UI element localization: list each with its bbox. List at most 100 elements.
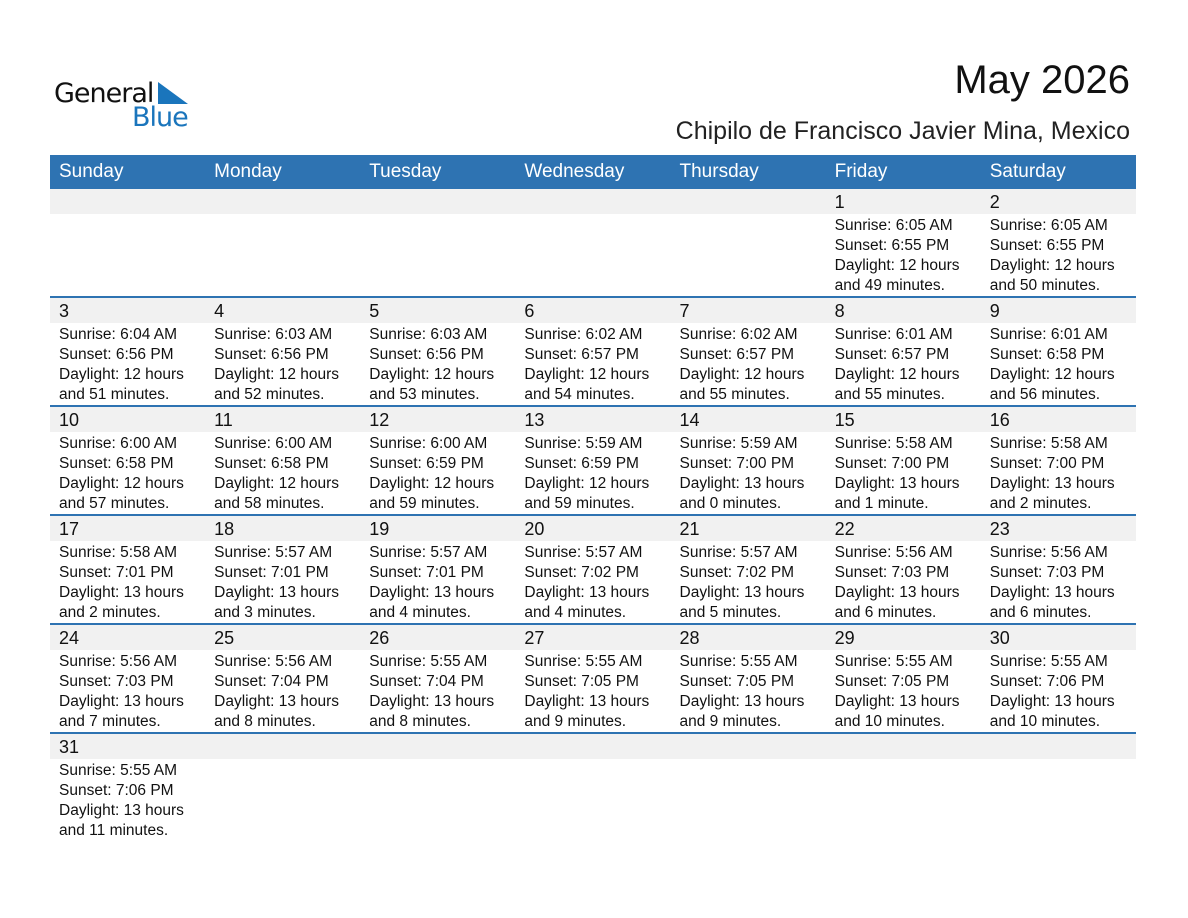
daylight-text: Daylight: 13 hours — [369, 693, 495, 710]
sunset-text: Sunset: 7:03 PM — [59, 673, 174, 690]
sunrise-text: Sunrise: 5:56 AM — [214, 653, 333, 670]
minutes-text: and 51 minutes. — [59, 386, 170, 403]
sunrise-text: Sunrise: 5:56 AM — [834, 544, 953, 561]
sunset-text: Sunset: 6:59 PM — [524, 455, 639, 472]
day-cell — [515, 759, 670, 841]
day-cell: Sunrise: 5:55 AM Sunset: 7:06 PM Daylight:… — [981, 650, 1136, 732]
minutes-text: and 3 minutes. — [214, 604, 316, 621]
day-number: 10 — [59, 410, 80, 430]
day-cell: Sunrise: 5:58 AM Sunset: 7:00 PM Daylight:… — [981, 432, 1136, 514]
day-cell: Sunrise: 6:00 AM Sunset: 6:59 PM Daylight:… — [360, 432, 515, 514]
details-row: Sunrise: 5:56 AM Sunset: 7:03 PM Daylight:… — [50, 650, 1136, 732]
day-number — [826, 734, 981, 759]
weekday-tuesday: Tuesday — [369, 161, 442, 182]
daylight-text: Daylight: 12 hours — [524, 475, 650, 492]
sunrise-text: Sunrise: 6:05 AM — [834, 217, 953, 234]
sunrise-text: Sunrise: 6:02 AM — [524, 326, 643, 343]
weekday-thursday: Thursday — [679, 161, 759, 182]
daylight-text: Daylight: 12 hours — [834, 257, 960, 274]
day-cell: Sunrise: 5:57 AM Sunset: 7:02 PM Daylight:… — [515, 541, 670, 623]
week-row: 31 Sunrise: 5:55 AM Sunset: 7:06 PM Dayligh… — [50, 734, 1136, 843]
sunrise-text: Sunrise: 6:00 AM — [214, 435, 333, 452]
sunrise-text: Sunrise: 5:57 AM — [679, 544, 798, 561]
day-number: 5 — [369, 301, 380, 321]
day-cell: Sunrise: 5:55 AM Sunset: 7:04 PM Daylight:… — [360, 650, 515, 732]
sunset-text: Sunset: 6:58 PM — [59, 455, 174, 472]
day-cell: Sunrise: 5:57 AM Sunset: 7:01 PM Daylight:… — [205, 541, 360, 623]
day-cell: Sunrise: 6:01 AM Sunset: 6:57 PM Daylight:… — [826, 323, 981, 405]
minutes-text: and 2 minutes. — [989, 495, 1092, 512]
sunset-text: Sunset: 6:55 PM — [834, 237, 950, 254]
day-cell — [826, 759, 981, 841]
minutes-text: and 49 minutes. — [834, 277, 945, 294]
day-cell — [671, 759, 826, 841]
day-number: 8 — [834, 301, 845, 321]
sunrise-text: Sunrise: 5:59 AM — [524, 435, 643, 452]
minutes-text: and 55 minutes. — [679, 386, 790, 403]
day-cell: Sunrise: 5:56 AM Sunset: 7:04 PM Daylight:… — [205, 650, 360, 732]
date-row: 31 — [50, 734, 1136, 759]
sunset-text: Sunset: 6:57 PM — [524, 346, 639, 363]
sunrise-text: Sunrise: 5:55 AM — [369, 653, 488, 670]
day-number: 14 — [679, 410, 700, 430]
sunrise-text: Sunrise: 5:57 AM — [214, 544, 333, 561]
sunset-text: Sunset: 7:02 PM — [524, 564, 639, 581]
sunset-text: Sunset: 7:06 PM — [59, 782, 174, 799]
week-row: 1 2 Sunrise: 6:05 AM Sunset: 6:55 PM Dayligh… — [50, 189, 1136, 298]
minutes-text: and 10 minutes. — [989, 713, 1101, 730]
day-cell: Sunrise: 5:55 AM Sunset: 7:06 PM Daylight:… — [50, 759, 205, 841]
sunrise-text: Sunrise: 5:59 AM — [679, 435, 798, 452]
day-number — [50, 189, 205, 214]
minutes-text: and 6 minutes. — [989, 604, 1092, 621]
daylight-text: Daylight: 13 hours — [369, 584, 495, 601]
week-row: 10 11 12 13 14 15 16 Sunrise: 6:00 AM Sunset: 6:… — [50, 407, 1136, 516]
minutes-text: and 59 minutes. — [524, 495, 635, 512]
sunrise-text: Sunrise: 5:58 AM — [989, 435, 1108, 452]
minutes-text: and 53 minutes. — [369, 386, 480, 403]
day-cell — [360, 759, 515, 841]
day-number: 12 — [369, 410, 390, 430]
general-blue-logo: General Blue — [54, 78, 194, 133]
daylight-text: Daylight: 13 hours — [524, 693, 650, 710]
day-number — [205, 189, 360, 214]
weekday-sunday: Sunday — [59, 161, 124, 182]
day-cell: Sunrise: 5:56 AM Sunset: 7:03 PM Daylight:… — [981, 541, 1136, 623]
details-row: Sunrise: 6:05 AM Sunset: 6:55 PM Daylight:… — [50, 214, 1136, 296]
day-cell: Sunrise: 5:59 AM Sunset: 7:00 PM Daylight:… — [671, 432, 826, 514]
week-row: 24 25 26 27 28 29 30 Sunrise: 5:56 AM Sunset: 7:… — [50, 625, 1136, 734]
day-cell — [671, 214, 826, 296]
sunset-text: Sunset: 6:56 PM — [214, 346, 329, 363]
day-number: 3 — [59, 301, 70, 321]
daylight-text: Daylight: 13 hours — [679, 693, 805, 710]
sunrise-text: Sunrise: 5:57 AM — [369, 544, 488, 561]
date-row: 24 25 26 27 28 29 30 — [50, 625, 1136, 650]
sunrise-text: Sunrise: 5:56 AM — [989, 544, 1108, 561]
sunset-text: Sunset: 7:03 PM — [834, 564, 950, 581]
day-number: 11 — [214, 410, 233, 430]
sunrise-text: Sunrise: 6:05 AM — [989, 217, 1108, 234]
sunset-text: Sunset: 6:59 PM — [369, 455, 484, 472]
day-number: 28 — [679, 628, 700, 648]
weekday-wednesday: Wednesday — [524, 161, 625, 182]
sunset-text: Sunset: 6:55 PM — [989, 237, 1105, 254]
sunrise-text: Sunrise: 5:55 AM — [989, 653, 1108, 670]
daylight-text: Daylight: 13 hours — [989, 584, 1115, 601]
daylight-text: Daylight: 12 hours — [214, 475, 340, 492]
minutes-text: and 11 minutes. — [59, 822, 169, 839]
minutes-text: and 10 minutes. — [834, 713, 945, 730]
sunrise-text: Sunrise: 5:55 AM — [834, 653, 953, 670]
minutes-text: and 57 minutes. — [59, 495, 170, 512]
day-cell: Sunrise: 6:01 AM Sunset: 6:58 PM Daylight:… — [981, 323, 1136, 405]
sunset-text: Sunset: 7:00 PM — [679, 455, 795, 472]
sunrise-text: Sunrise: 5:55 AM — [524, 653, 643, 670]
day-cell: Sunrise: 5:56 AM Sunset: 7:03 PM Daylight:… — [826, 541, 981, 623]
day-number: 31 — [59, 737, 80, 757]
day-number — [671, 189, 826, 214]
sunrise-text: Sunrise: 6:04 AM — [59, 326, 178, 343]
daylight-text: Daylight: 12 hours — [989, 257, 1115, 274]
daylight-text: Daylight: 12 hours — [214, 366, 340, 383]
daylight-text: Daylight: 12 hours — [59, 475, 184, 492]
minutes-text: and 58 minutes. — [214, 495, 325, 512]
day-number — [205, 734, 360, 759]
week-row: 3 4 5 6 7 8 9 Sunrise: 6:04 AM Sunset: 6:56 PM Da… — [50, 298, 1136, 407]
